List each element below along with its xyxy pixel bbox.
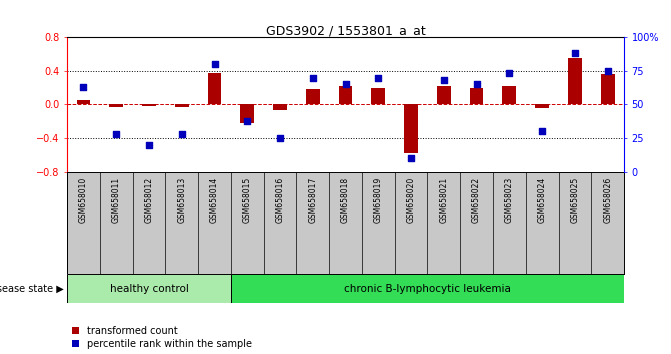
Bar bbox=[535, 104, 549, 108]
Point bbox=[307, 75, 318, 80]
Text: GSM658025: GSM658025 bbox=[570, 177, 579, 223]
Text: GSM658020: GSM658020 bbox=[407, 177, 415, 223]
Bar bbox=[142, 104, 156, 106]
Point bbox=[603, 68, 613, 74]
Text: GSM658010: GSM658010 bbox=[79, 177, 88, 223]
Point bbox=[471, 81, 482, 87]
Point bbox=[111, 131, 121, 137]
Point bbox=[340, 81, 351, 87]
Bar bbox=[306, 89, 319, 104]
Bar bbox=[240, 104, 254, 123]
Point bbox=[504, 71, 515, 76]
Bar bbox=[76, 100, 91, 104]
Point bbox=[209, 61, 220, 67]
Text: GSM658023: GSM658023 bbox=[505, 177, 514, 223]
Bar bbox=[470, 88, 484, 104]
Text: disease state ▶: disease state ▶ bbox=[0, 284, 64, 293]
Point bbox=[570, 51, 580, 56]
Text: GSM658011: GSM658011 bbox=[112, 177, 121, 223]
Text: GSM658019: GSM658019 bbox=[374, 177, 383, 223]
Bar bbox=[372, 88, 385, 104]
Point bbox=[373, 75, 384, 80]
Bar bbox=[175, 104, 189, 107]
Bar bbox=[67, 274, 231, 303]
Legend: transformed count, percentile rank within the sample: transformed count, percentile rank withi… bbox=[72, 326, 252, 349]
Point bbox=[144, 142, 154, 148]
Point bbox=[176, 131, 187, 137]
Point bbox=[438, 78, 449, 83]
Bar bbox=[601, 74, 615, 104]
Text: GSM658017: GSM658017 bbox=[308, 177, 317, 223]
Bar bbox=[404, 104, 418, 153]
Text: GSM658015: GSM658015 bbox=[243, 177, 252, 223]
Bar bbox=[503, 86, 516, 104]
Point bbox=[274, 135, 285, 141]
Text: GSM658021: GSM658021 bbox=[440, 177, 448, 223]
Bar bbox=[207, 73, 221, 104]
Bar bbox=[273, 104, 287, 110]
Text: GSM658012: GSM658012 bbox=[144, 177, 154, 223]
Bar bbox=[339, 86, 352, 104]
Text: chronic B-lymphocytic leukemia: chronic B-lymphocytic leukemia bbox=[344, 284, 511, 293]
Text: GSM658014: GSM658014 bbox=[210, 177, 219, 223]
Point bbox=[406, 155, 417, 161]
Text: GSM658024: GSM658024 bbox=[537, 177, 547, 223]
Text: healthy control: healthy control bbox=[109, 284, 189, 293]
Point bbox=[242, 118, 253, 124]
Bar bbox=[437, 86, 451, 104]
Bar bbox=[109, 104, 123, 107]
Bar bbox=[231, 274, 624, 303]
Text: GSM658013: GSM658013 bbox=[177, 177, 187, 223]
Point bbox=[78, 84, 89, 90]
Text: GSM658022: GSM658022 bbox=[472, 177, 481, 223]
Title: GDS3902 / 1553801_a_at: GDS3902 / 1553801_a_at bbox=[266, 24, 425, 37]
Bar bbox=[568, 58, 582, 104]
Text: GSM658026: GSM658026 bbox=[603, 177, 612, 223]
Text: GSM658016: GSM658016 bbox=[276, 177, 285, 223]
Point bbox=[537, 129, 548, 134]
Text: GSM658018: GSM658018 bbox=[341, 177, 350, 223]
